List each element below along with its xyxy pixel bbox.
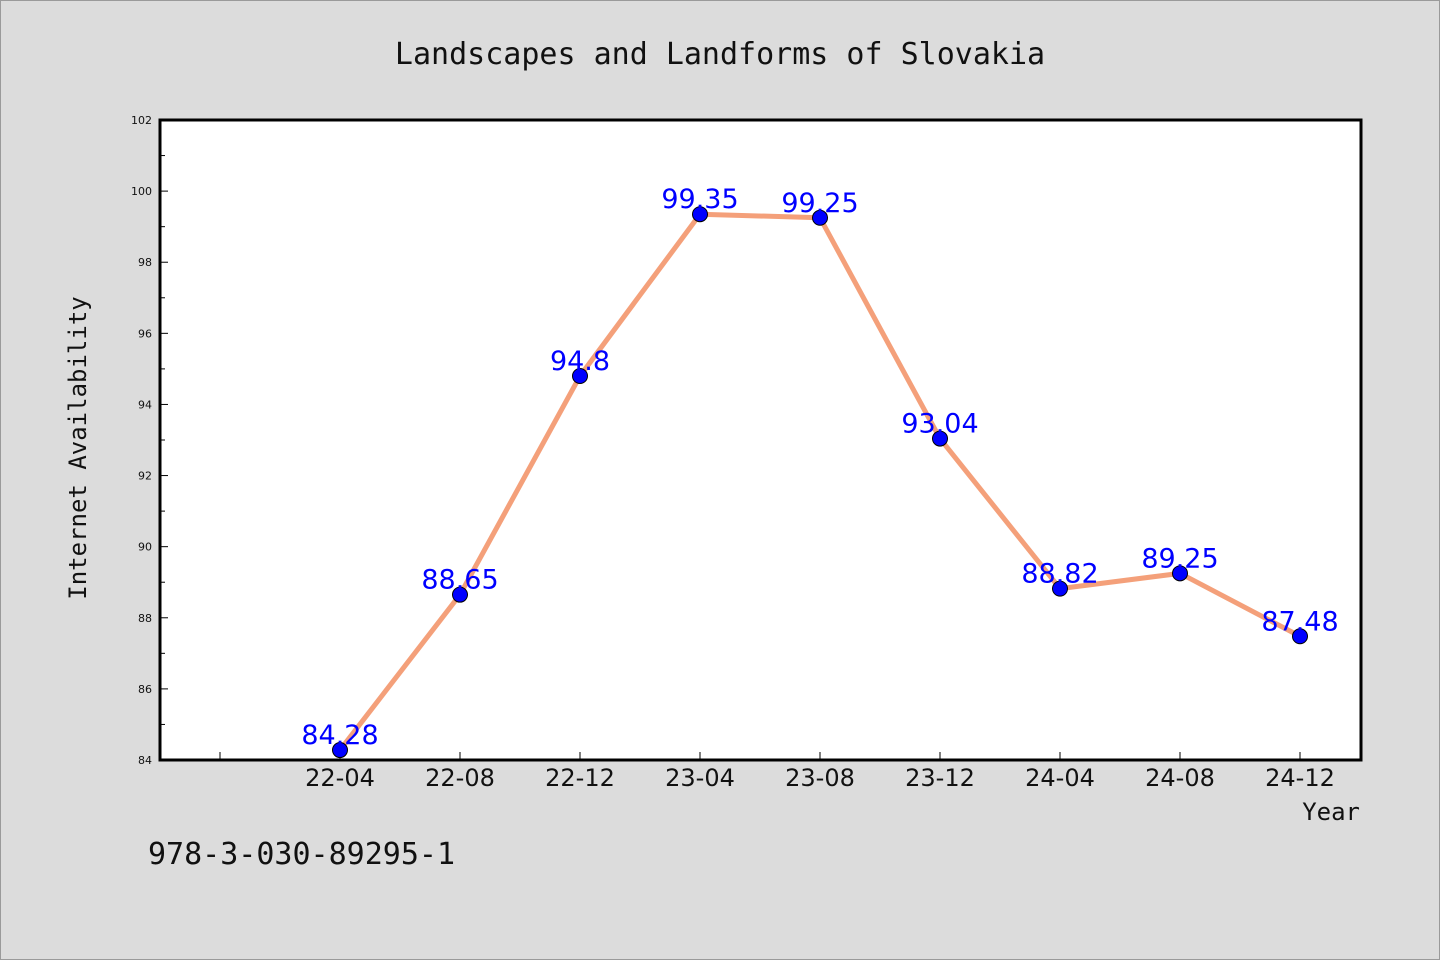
data-point [452,586,468,603]
x-tick-label: 22-08 [425,764,495,792]
data-label: 93.04 [901,409,978,440]
data-label: 99.25 [781,188,858,219]
data-point [1172,565,1188,582]
chart-title: Landscapes and Landforms of Slovakia [395,37,1045,72]
data-label: 94.8 [550,346,610,377]
data-label: 88.65 [421,565,498,596]
x-tick-label: 23-08 [785,764,855,792]
data-point [572,368,588,384]
y-tick-label: 96 [138,327,152,340]
data-label: 99.35 [661,184,738,215]
footer-identifier: 978-3-030-89295-1 [148,837,455,872]
x-axis-label: Year [1302,798,1360,826]
y-tick-label: 94 [138,398,152,411]
y-tick-label: 102 [131,114,152,127]
y-axis-label: Internet Availability [64,296,92,599]
series-markers [332,206,1308,759]
axis-ticks: 84 86 88 90 92 94 96 98 100 102 22-04 22-08 22-12 23-… [131,114,1335,792]
data-label: 88.82 [1021,559,1098,590]
x-tick-label: 22-04 [305,764,375,792]
data-point [1052,580,1068,597]
plot-frame [158,118,1363,762]
x-tick-label: 22-12 [545,764,615,792]
y-tick-label: 90 [138,541,152,554]
x-tick-label: 23-04 [665,764,735,792]
data-label: 89.25 [1141,543,1218,574]
data-label: 84.28 [301,720,378,751]
data-point [332,742,348,759]
y-tick-label: 84 [138,754,152,767]
data-labels: 84.28 88.65 94.8 99.35 99.25 93.04 88.82 89.25 8… [301,184,1338,751]
y-tick-label: 86 [138,683,152,696]
x-tick-label: 23-12 [905,764,975,792]
y-tick-label: 100 [131,185,152,198]
data-point [932,430,948,447]
y-tick-label: 98 [138,256,152,269]
data-label: 87.48 [1261,606,1338,637]
data-point [1292,628,1308,645]
y-tick-label: 88 [138,612,152,625]
x-tick-label: 24-08 [1145,764,1215,792]
data-point [692,206,708,223]
y-tick-label: 92 [138,470,152,483]
x-tick-label: 24-04 [1025,764,1095,792]
x-tick-label: 24-12 [1265,764,1335,792]
data-point [812,209,828,226]
plot-area [160,120,1361,760]
